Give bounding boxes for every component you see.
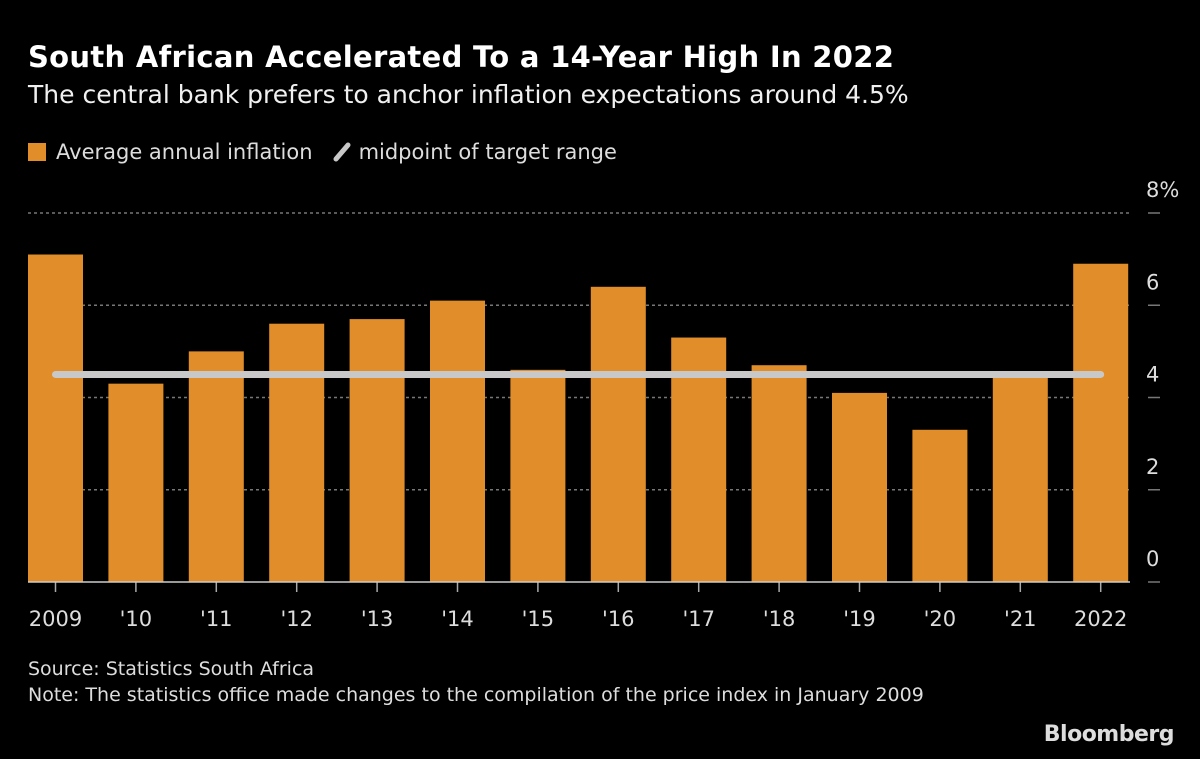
x-tick-label: '10 [120,607,153,631]
bar [590,286,646,582]
x-tick-label: '19 [843,607,876,631]
x-tick-label: '13 [361,607,394,631]
bar [510,369,566,582]
x-tick-label: '20 [924,607,957,631]
bar [912,429,968,582]
x-tick-label: '21 [1004,607,1037,631]
x-tick-label: '14 [441,607,474,631]
chart-subtitle: The central bank prefers to anchor infla… [28,80,909,109]
bar [992,374,1048,582]
x-tick-label: '15 [522,607,555,631]
legend: Average annual inflation midpoint of tar… [28,140,617,164]
x-tick-label: '11 [200,607,233,631]
bar [1073,263,1129,582]
bar [349,319,405,582]
bar [430,300,485,582]
y-tick-label: 8% [1146,178,1179,202]
bar [751,365,807,582]
bar [108,383,164,582]
bar [28,254,83,582]
legend-label-midpoint: midpoint of target range [358,140,617,164]
legend-swatch-bar [28,143,46,161]
x-tick-label: '18 [763,607,796,631]
y-tick-label: 0 [1146,547,1159,571]
x-tick-label: '12 [280,607,313,631]
footnote: Source: Statistics South Africa Note: Th… [28,656,968,708]
bar [269,323,325,582]
bar [832,392,887,582]
x-tick-label: 2009 [29,607,82,631]
legend-line-icon [333,142,351,162]
y-tick-label: 4 [1146,363,1159,387]
y-tick-label: 2 [1146,455,1159,479]
x-tick-label: '16 [602,607,635,631]
bloomberg-logo: Bloomberg [1043,722,1175,747]
legend-label-inflation: Average annual inflation [56,140,313,164]
source-text: Source: Statistics South Africa [28,658,315,680]
bar [671,337,727,582]
note-text: Note: The statistics office made changes… [28,684,924,706]
x-tick-label: 2022 [1074,607,1127,631]
y-tick-label: 6 [1146,270,1159,294]
x-tick-label: '17 [682,607,715,631]
chart-title: South African Accelerated To a 14-Year H… [28,40,895,74]
bar [188,351,244,582]
